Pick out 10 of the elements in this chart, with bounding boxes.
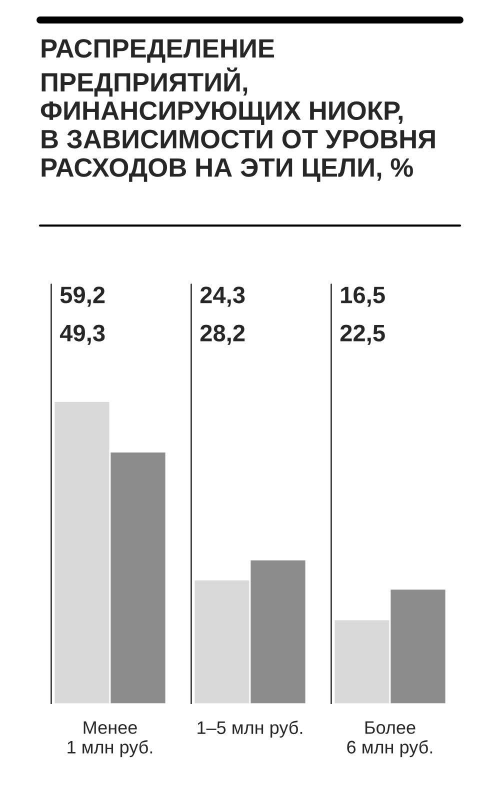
data-label: 49,3 — [60, 324, 105, 345]
x-tick-label: 1–5 млн руб. — [198, 720, 302, 738]
x-tick-label: Более 6 млн руб. — [347, 721, 432, 758]
chart-title: РАСПРЕДЕЛЕНИЕ ПРЕДПРИЯТИЙ, ФИНАНСИРУЮЩИХ НИОКР, В ЗАВИСИМОСТИ ОТ УРОВНЯ РАСХОДОВ НА ЭТИ ЦЕЛИ, % — [40, 39, 435, 182]
data-label: 16,5 — [341, 286, 385, 307]
data-label: 24,3 — [200, 286, 245, 307]
data-label: 28,2 — [200, 324, 245, 345]
data-label: 59,2 — [60, 286, 105, 307]
x-tick-label: Менее 1 млн руб. — [68, 721, 152, 758]
data-label: 22,5 — [340, 324, 385, 345]
